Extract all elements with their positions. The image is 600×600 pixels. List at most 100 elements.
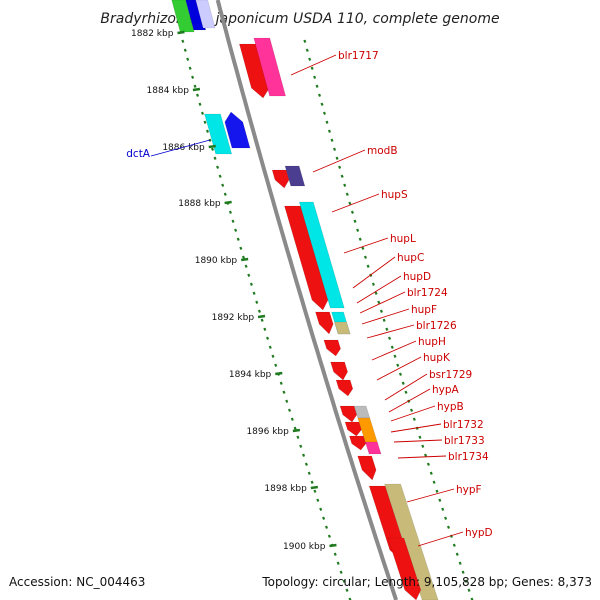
gene-feature [353, 405, 371, 419]
strand-tick [195, 93, 200, 97]
strand-tick [228, 210, 232, 214]
strand-tick [299, 444, 303, 448]
gene-feature [387, 537, 422, 600]
strand-tick [388, 336, 392, 340]
strand-tick [313, 489, 317, 493]
kbp-tick [275, 371, 283, 376]
gene-callouts: blr1717 modB hupS hupL hupC hupD blr1724 hupF bl… [126, 50, 493, 547]
strand-tick [279, 381, 283, 385]
kbp-scale-labels: 1882 kbp 1884 kbp 1886 kbp 1888 kbp 1890 kbp… [131, 29, 337, 552]
strand-tick [348, 597, 352, 600]
strand-tick [181, 39, 185, 43]
callout-leader [352, 256, 396, 289]
kbp-label: 1900 kbp [283, 542, 326, 552]
topology-text: Topology: circular; Length: 9,105,828 bp… [262, 575, 592, 589]
gene-label: hupS [381, 189, 408, 201]
kbp-label: 1896 kbp [246, 427, 289, 437]
strand-tick [241, 255, 246, 259]
strand-tick [327, 129, 332, 133]
callout-leader [150, 139, 211, 157]
gene-features [171, 0, 439, 600]
strand-tick [390, 345, 394, 349]
strand-tick [302, 453, 306, 457]
callout-leader [390, 423, 442, 433]
gene-label: bsr1729 [429, 369, 472, 381]
strand-tick [327, 534, 331, 538]
strand-tick [435, 489, 439, 493]
strand-tick [234, 228, 238, 232]
callout-leader [331, 193, 380, 213]
strand-tick [223, 192, 227, 196]
strand-tick [247, 273, 251, 277]
strand-tick [461, 570, 465, 574]
callout-leader [388, 388, 431, 413]
kbp-label: 1884 kbp [147, 86, 190, 96]
strand-tick [467, 588, 471, 592]
strand-tick [345, 192, 349, 196]
strand-tick [358, 237, 362, 241]
gene-feature [339, 405, 358, 423]
callout-leader [384, 373, 428, 401]
strand-tick [303, 39, 307, 43]
strand-tick [393, 354, 397, 358]
kbp-tick [257, 314, 266, 319]
strand-tick [213, 156, 217, 160]
strand-tick [338, 165, 342, 169]
strand-tick [446, 525, 451, 529]
strand-tick [236, 237, 240, 241]
gene-label: blr1733 [444, 435, 485, 447]
callout-leader [290, 54, 337, 76]
gene-label: hupD [403, 271, 431, 283]
callout-leader [390, 405, 436, 422]
gene-feature [224, 111, 251, 149]
kbp-label: 1890 kbp [195, 256, 238, 266]
callout-leader [417, 531, 464, 547]
strand-tick [271, 354, 275, 358]
gene-feature [344, 421, 362, 437]
strand-tick [356, 228, 360, 232]
kbp-label: 1882 kbp [131, 29, 174, 39]
strand-tick [464, 579, 468, 583]
kbp-label: 1886 kbp [162, 143, 205, 153]
strand-tick [363, 255, 368, 259]
gene-feature [271, 169, 290, 189]
strand-tick [385, 327, 389, 331]
gene-label: hupC [397, 252, 424, 264]
kbp-label: 1898 kbp [264, 484, 307, 494]
strand-tick [191, 75, 195, 79]
strand-tick [260, 318, 264, 322]
callout-leader [366, 324, 415, 339]
strand-tick [255, 300, 259, 304]
strand-tick [218, 174, 222, 178]
strand-tick [330, 138, 334, 142]
strand-tick [205, 129, 210, 133]
strand-tick [296, 435, 300, 439]
strand-tick [203, 120, 207, 124]
strand-tick [322, 516, 326, 520]
gene-feature [171, 0, 195, 33]
genome-backbone [215, 0, 398, 600]
gene-label: hypF [456, 484, 482, 496]
kbp-tick [292, 428, 301, 433]
strand-tick [252, 291, 256, 295]
strand-tick [325, 120, 329, 124]
strand-tick [320, 102, 324, 106]
callout-leader [371, 340, 417, 361]
strand-tick [221, 183, 225, 187]
strand-tick [216, 165, 220, 169]
strand-tick [257, 309, 261, 313]
strand-tick [340, 174, 344, 178]
strand-tick [377, 300, 381, 304]
strand-tick [353, 219, 357, 223]
strand-tick [452, 543, 456, 547]
strand-tick [316, 498, 320, 502]
strand-tick [198, 102, 202, 106]
callout-leader [406, 488, 455, 503]
kbp-label: 1892 kbp [212, 313, 255, 323]
kbp-tick [177, 30, 185, 35]
callout-leader [397, 455, 447, 459]
strand-tick [382, 318, 386, 322]
strand-tick [470, 597, 474, 600]
strand-tick [186, 57, 190, 61]
